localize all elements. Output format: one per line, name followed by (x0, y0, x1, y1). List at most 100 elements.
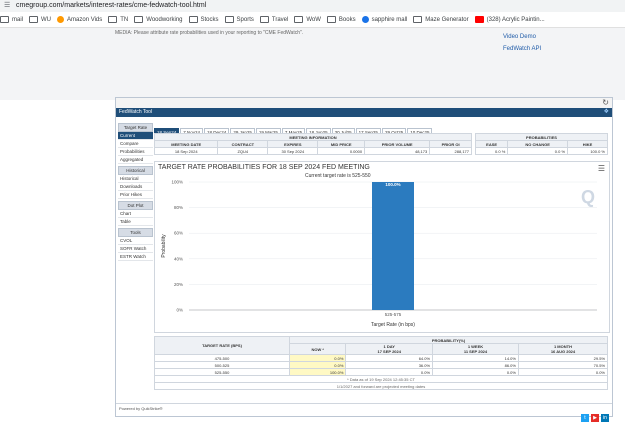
sidebar-item-probabilities[interactable]: Probabilities (118, 148, 153, 156)
sidebar-item-aggregated[interactable]: Aggregated (118, 156, 153, 164)
table-row: 500-525 0.0% 36.0% 86.0% 70.5% (154, 361, 609, 369)
bookmark-item[interactable]: WoW (294, 13, 321, 27)
sidebar-item-historical[interactable]: Historical (118, 175, 153, 183)
globe-icon (361, 15, 369, 23)
meeting-column-header: CONTRACT (217, 140, 269, 148)
history-column-label: NOW * (311, 346, 324, 352)
widget-toolbar: ↻ (116, 98, 612, 108)
probability-cell: 0.0% (432, 368, 519, 376)
powered-by: Powered by QuikStrike® (119, 406, 163, 411)
bookmark-label: Woodworking (146, 17, 183, 23)
folder-icon (326, 15, 336, 23)
bookmark-item[interactable]: Amazon Vids (57, 13, 102, 27)
probability-column-header: NO CHANGE (507, 140, 569, 148)
twitter-icon[interactable]: ❖ (603, 109, 609, 115)
x-tick-label: 525-575 (385, 312, 402, 317)
youtube-icon[interactable]: ▶ (591, 414, 599, 422)
y-tick-label: 20% (174, 282, 183, 287)
target-rate-cell: 500-525 (154, 361, 290, 369)
bookmark-label: WoW (306, 17, 321, 23)
probability-cell: 0.0% (288, 354, 347, 362)
bookmark-item[interactable]: Stocks (188, 13, 219, 27)
bookmark-item[interactable]: sapphire mall (361, 13, 407, 27)
bookmark-label: TN (120, 17, 129, 23)
sidebar-item-sofr-watch[interactable]: SOFR Watch (118, 245, 153, 253)
youtube-icon (474, 15, 484, 23)
linkedin-icon[interactable]: in (601, 414, 609, 422)
grid-icon (413, 15, 423, 23)
probability-cell: 0.0% (288, 361, 347, 369)
bookmark-item[interactable]: Sports (224, 13, 254, 27)
sidebar-section-header: Dot Plot (118, 201, 153, 210)
sidebar-item-compare[interactable]: Compare (118, 140, 153, 148)
table-row: 475-500 0.0% 64.0% 14.0% 29.5% (154, 354, 609, 362)
history-column-date: 17 SEP 2024 (377, 349, 401, 354)
bookmark-label: Sports (236, 17, 254, 23)
bookmark-item[interactable]: (328) Acrylic Paintin... (474, 13, 545, 27)
meeting-info-table: MEETING INFORMATION MEETING DATE CONTRACT… (153, 133, 472, 155)
meeting-tabs: 18 Sep24 7 Nov24 18 Dec24 29 Jan25 19 Mar25 7… (154, 121, 433, 138)
bookmark-label: (328) Acrylic Paintin... (486, 17, 545, 23)
probability-cell: 86.0% (432, 361, 519, 369)
target-rate-cell: 475-500 (154, 354, 290, 362)
video-demo-link[interactable]: Video Demo (503, 34, 536, 40)
sidebar-item-current[interactable]: Current (118, 132, 153, 140)
quikstrike-logo: Q (581, 187, 596, 207)
hamburger-icon[interactable]: ☰ (597, 164, 605, 173)
sidebar-item-chart[interactable]: Chart (118, 210, 153, 218)
top-links: Video Demo FedWatch API (503, 31, 541, 55)
bookmark-item[interactable]: WU (29, 13, 51, 27)
folder-icon (188, 15, 198, 23)
folder-icon (29, 15, 39, 23)
twitter-icon[interactable]: t (581, 414, 589, 422)
bookmark-label: Travel (271, 17, 289, 23)
bookmark-item[interactable]: Woodworking (134, 13, 183, 27)
meeting-info-header: MEETING INFORMATION (154, 133, 472, 141)
history-column-header: 1 WEEK 11 SEP 2024 (432, 343, 519, 355)
probability-cell: 100.0% (288, 368, 347, 376)
browser-address-bar[interactable]: ☰ cmegroup.com/markets/interest-rates/cm… (0, 0, 625, 12)
probability-cell: 0.0% (517, 368, 609, 376)
history-column-date: 11 SEP 2024 (463, 349, 488, 354)
bookmarks-bar: mail WU Amazon Vids TN Woodworking Stocks Spor… (0, 13, 625, 28)
history-column-label: 1 WEEK (467, 344, 484, 349)
media-disclaimer: MEDIA: Please attribute rate probabiliti… (115, 30, 304, 36)
meeting-column-header: MID PRICE (317, 140, 366, 148)
probability-chart: 0% 20% 40% 60% 80% 100% 100.0% 525-575 Target Ra… (154, 161, 610, 333)
probability-value: 0.0 % (474, 147, 509, 155)
probability-cell: 64.0% (345, 354, 434, 362)
refresh-icon[interactable]: ↻ (602, 98, 609, 107)
probability-cell: 70.5% (517, 361, 609, 369)
y-tick-label: 100% (171, 180, 183, 185)
url-text[interactable]: cmegroup.com/markets/interest-rates/cme-… (16, 2, 207, 9)
site-info-icon[interactable]: ☰ (4, 2, 11, 9)
folder-icon (294, 15, 304, 23)
y-tick-label: 40% (174, 256, 183, 261)
meeting-column-header: MEETING DATE (153, 140, 219, 148)
bookmark-item[interactable]: Books (326, 13, 356, 27)
bookmark-item[interactable]: Maze Generator (413, 13, 469, 27)
meeting-value: ZQU4 (217, 147, 269, 155)
bookmark-item[interactable]: Travel (259, 13, 289, 27)
meeting-value: 18 Sep 2024 (153, 147, 219, 155)
bookmark-label: Amazon Vids (67, 17, 103, 23)
target-rate-cell: 525-550 (154, 368, 290, 376)
y-tick-label: 80% (174, 205, 183, 210)
bookmark-item[interactable]: TN (108, 13, 128, 27)
sidebar-item-downloads[interactable]: Downloads (118, 183, 153, 191)
page-header-area: MEDIA: Please attribute rate probabiliti… (0, 28, 625, 100)
sidebar-item-cvol[interactable]: CVOL (118, 237, 153, 245)
folder-icon (108, 15, 118, 23)
tool-sidebar: Target Rate Current Compare Probabilities Ag… (118, 121, 153, 346)
sidebar-item-table[interactable]: Table (118, 218, 153, 226)
projection-note: 1/1/2027 and forward are projected meeti… (154, 382, 608, 390)
probability-column-header: EASE (474, 140, 509, 148)
probability-header: PROBABILITY(%) (289, 336, 608, 344)
history-column-header: NOW * (288, 343, 347, 355)
bookmark-label: WU (41, 17, 52, 23)
sidebar-item-estr-watch[interactable]: ESTR Watch (118, 253, 153, 261)
fedwatch-api-link[interactable]: FedWatch API (503, 46, 542, 52)
sidebar-item-prior-hikes[interactable]: Prior Hikes (118, 191, 153, 199)
chart-title: TARGET RATE PROBABILITIES FOR 18 SEP 202… (158, 164, 370, 171)
bookmark-item[interactable]: mail (0, 13, 23, 27)
